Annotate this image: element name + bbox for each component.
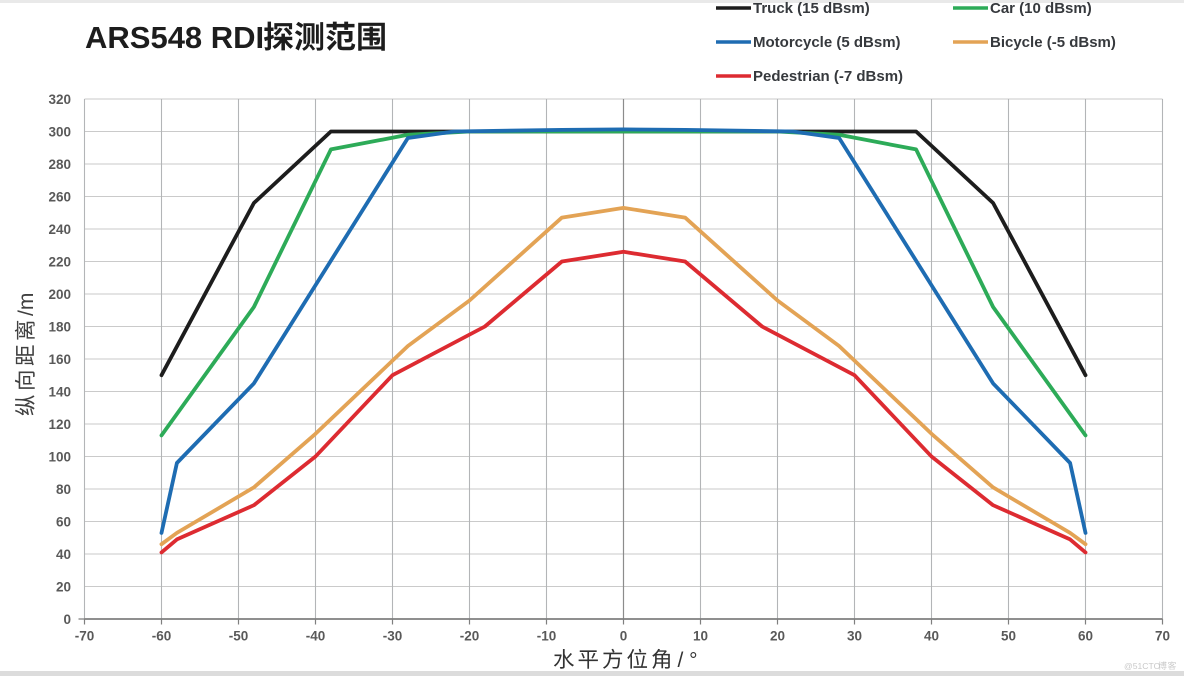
svg-text:ARS548 RDI: ARS548 RDI bbox=[85, 20, 264, 55]
svg-text:-70: -70 bbox=[75, 629, 95, 644]
svg-text:70: 70 bbox=[1155, 629, 1170, 644]
svg-text:40: 40 bbox=[924, 629, 939, 644]
svg-text:-60: -60 bbox=[152, 629, 172, 644]
svg-text:240: 240 bbox=[48, 222, 71, 237]
svg-text:Pedestrian (-7 dBsm): Pedestrian (-7 dBsm) bbox=[753, 68, 903, 85]
svg-text:0: 0 bbox=[620, 629, 628, 644]
svg-text:-40: -40 bbox=[306, 629, 326, 644]
svg-text:-20: -20 bbox=[460, 629, 480, 644]
svg-text:180: 180 bbox=[48, 319, 71, 334]
svg-text:120: 120 bbox=[48, 417, 71, 432]
svg-text:300: 300 bbox=[48, 124, 71, 139]
svg-text:20: 20 bbox=[56, 579, 71, 594]
svg-text:/ °: / ° bbox=[678, 649, 698, 672]
svg-text:280: 280 bbox=[48, 157, 71, 172]
svg-text:100: 100 bbox=[48, 449, 71, 464]
svg-text:160: 160 bbox=[48, 352, 71, 367]
svg-text:200: 200 bbox=[48, 287, 71, 302]
svg-text:/m: /m bbox=[15, 293, 38, 316]
svg-text:140: 140 bbox=[48, 384, 71, 399]
svg-text:-10: -10 bbox=[537, 629, 557, 644]
svg-text:Bicycle (-5 dBsm): Bicycle (-5 dBsm) bbox=[990, 34, 1116, 51]
svg-text:220: 220 bbox=[48, 254, 71, 269]
svg-text:50: 50 bbox=[1001, 629, 1016, 644]
svg-text:@51CTO: @51CTO bbox=[1124, 661, 1161, 671]
svg-text:Truck (15 dBsm): Truck (15 dBsm) bbox=[753, 0, 870, 17]
svg-text:Car (10 dBsm): Car (10 dBsm) bbox=[990, 0, 1092, 17]
svg-text:-50: -50 bbox=[229, 629, 249, 644]
svg-text:10: 10 bbox=[693, 629, 708, 644]
svg-text:60: 60 bbox=[56, 514, 71, 529]
svg-text:20: 20 bbox=[770, 629, 785, 644]
svg-text:60: 60 bbox=[1078, 629, 1093, 644]
svg-text:30: 30 bbox=[847, 629, 862, 644]
svg-text:260: 260 bbox=[48, 189, 71, 204]
svg-text:320: 320 bbox=[48, 92, 71, 107]
svg-text:80: 80 bbox=[56, 482, 71, 497]
svg-text:Motorcycle (5 dBsm): Motorcycle (5 dBsm) bbox=[753, 34, 901, 51]
svg-text:0: 0 bbox=[63, 612, 71, 627]
svg-text:-30: -30 bbox=[383, 629, 403, 644]
svg-text:40: 40 bbox=[56, 547, 71, 562]
